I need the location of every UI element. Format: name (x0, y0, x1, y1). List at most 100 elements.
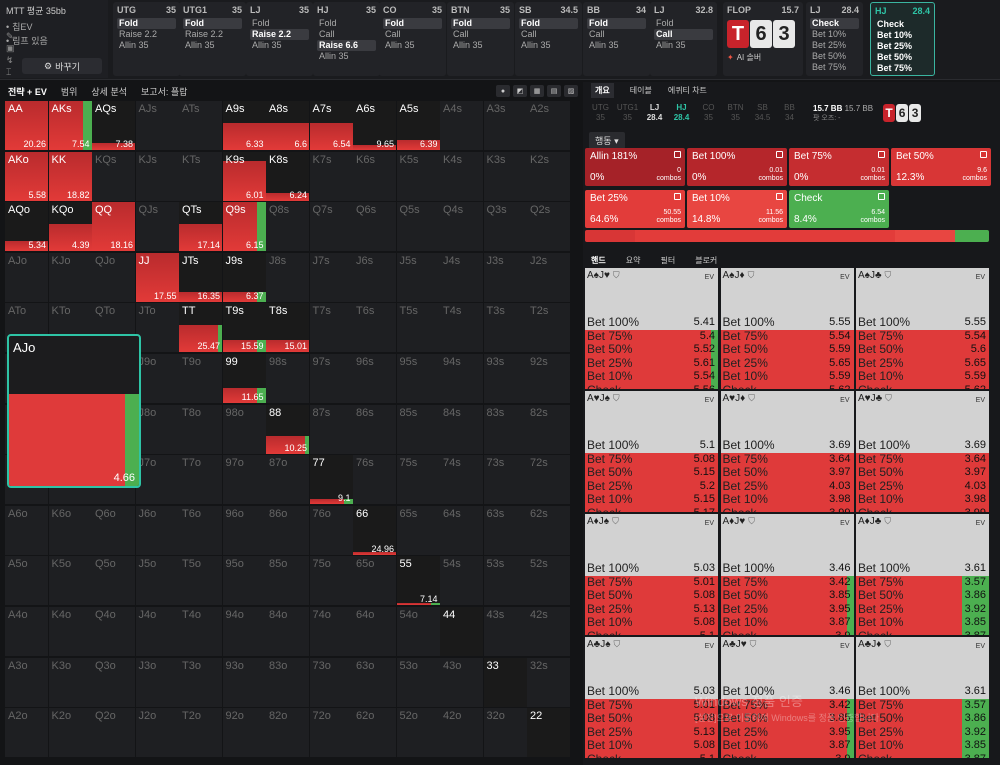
grid-cell-86o[interactable]: 86o (266, 505, 309, 555)
grid-cell-Q7s[interactable]: Q7s (309, 202, 353, 252)
pos-action[interactable]: Fold (183, 18, 242, 29)
tab-summary[interactable]: 요약 (625, 255, 641, 265)
view-icon-3[interactable]: ▦ (530, 85, 544, 97)
grid-cell-K3o[interactable]: K3o (48, 657, 92, 707)
grid-cell-A6o[interactable]: A6o (5, 505, 48, 555)
lj-action-bet50[interactable]: Bet 50% (812, 51, 847, 61)
grid-cell-53o[interactable]: 53o (396, 657, 440, 707)
grid-cell-J8s[interactable]: J8s (266, 252, 309, 302)
grid-cell-96o[interactable]: 96o (222, 505, 266, 555)
grid-cell-Q6o[interactable]: Q6o (92, 505, 135, 555)
posrow-hj[interactable]: HJ 28.4 (673, 103, 690, 122)
grid-cell-98s[interactable]: 98s (266, 354, 309, 403)
pos-action[interactable]: Allin 35 (453, 40, 483, 50)
flop-box[interactable]: FLOP 15.7 T 6 3 ✦ AI 솔버 (723, 2, 803, 76)
hand-cell-2[interactable]: A♠J♣ ⛉ EV Bet 100% 5.55 Bet 75% 5.54 Bet 50% 5.6… (856, 268, 989, 389)
grid-cell-TT[interactable]: 25.47 TT (179, 303, 222, 353)
grid-cell-76o[interactable]: 76o (309, 505, 353, 555)
grid-cell-83o[interactable]: 83o (266, 657, 309, 707)
grid-cell-95o[interactable]: 95o (222, 556, 266, 606)
posrow-utg[interactable]: UTG 35 (592, 103, 609, 122)
grid-cell-JJ[interactable]: 17.55 JJ (135, 252, 179, 302)
posrow-co[interactable]: CO 35 (702, 103, 715, 122)
grid-cell-76s[interactable]: 76s (353, 455, 396, 505)
grid-cell-A3o[interactable]: A3o (5, 657, 48, 707)
hand-cell-5[interactable]: A♥J♣ ⛉ EV Bet 100% 3.69 Bet 75% 3.64 Bet 50% 3.9… (856, 391, 989, 512)
grid-cell-K7s[interactable]: K7s (309, 151, 353, 201)
grid-cell-J4o[interactable]: J4o (135, 607, 179, 656)
posrow-bb[interactable]: BB 34 (784, 103, 795, 122)
change-button[interactable]: ⚙ 바꾸기 (22, 58, 102, 74)
posrow-sb[interactable]: SB 34.5 (754, 103, 771, 122)
grid-cell-A4s[interactable]: A4s (440, 101, 483, 150)
tab-overview[interactable]: 개요 (591, 82, 614, 98)
pos-action[interactable]: Fold (319, 18, 337, 28)
pos-box-lj-flop[interactable]: LJ 28.4 Check Bet 10% Bet 25% Bet 50% Bet… (806, 2, 863, 76)
selected-hand-box[interactable]: AJo 4.66 (7, 334, 141, 488)
grid-cell-QQ[interactable]: 18.16 QQ (92, 202, 135, 252)
pos-action[interactable]: Allin 35 (119, 40, 149, 50)
grid-cell-A5s[interactable]: 6.39 A5s (396, 101, 440, 150)
grid-cell-KJs[interactable]: KJs (135, 151, 179, 201)
grid-cell-Q4o[interactable]: Q4o (92, 607, 135, 656)
grid-cell-92s[interactable]: 92s (527, 354, 570, 403)
grid-cell-62o[interactable]: 62o (353, 708, 396, 758)
action-box-0[interactable]: Allin 181% 0% 0 combos (585, 148, 685, 186)
grid-cell-KQo[interactable]: 4.39 KQo (48, 202, 92, 252)
pos-box-hj-3[interactable]: HJ 35 Fold Call Raise 6.6 Allin 35 (313, 2, 380, 76)
hand-cell-1[interactable]: A♠J♦ ⛉ EV Bet 100% 5.55 Bet 75% 5.54 Bet 50% 5.5… (720, 268, 854, 389)
action-dropdown[interactable]: 행동 ▾ (589, 132, 625, 149)
grid-cell-A4o[interactable]: A4o (5, 607, 48, 656)
pos-action[interactable]: Call (453, 29, 469, 39)
grid-cell-T3s[interactable]: T3s (483, 303, 527, 353)
grid-cell-T7o[interactable]: T7o (179, 455, 222, 505)
grid-cell-A3s[interactable]: A3s (483, 101, 527, 150)
grid-cell-63s[interactable]: 63s (483, 505, 527, 555)
grid-cell-Q2o[interactable]: Q2o (92, 708, 135, 758)
grid-cell-QJo[interactable]: QJo (92, 252, 135, 302)
grid-cell-T9o[interactable]: T9o (179, 354, 222, 403)
grid-cell-64s[interactable]: 64s (440, 505, 483, 555)
grid-cell-AJo[interactable]: AJo (5, 252, 48, 302)
hand-cell-8[interactable]: A♦J♣ ⛉ EV Bet 100% 3.61 Bet 75% 3.57 Bet 50% 3.8… (856, 514, 989, 635)
grid-cell-AQs[interactable]: 7.38 AQs (92, 101, 135, 150)
grid-cell-74o[interactable]: 74o (309, 607, 353, 656)
grid-cell-K3s[interactable]: K3s (483, 151, 527, 201)
grid-cell-97s[interactable]: 97s (309, 354, 353, 403)
grid-cell-96s[interactable]: 96s (353, 354, 396, 403)
hj-action-bet75[interactable]: Bet 75% (877, 63, 913, 73)
grid-cell-J7s[interactable]: J7s (309, 252, 353, 302)
grid-cell-62s[interactable]: 62s (527, 505, 570, 555)
grid-cell-87o[interactable]: 87o (266, 455, 309, 505)
grid-cell-T5s[interactable]: T5s (396, 303, 440, 353)
grid-cell-Q8s[interactable]: Q8s (266, 202, 309, 252)
grid-cell-64o[interactable]: 64o (353, 607, 396, 656)
action-box-3[interactable]: Bet 50% 12.3% 9.6 combos (891, 148, 991, 186)
pos-action[interactable]: Fold (587, 18, 646, 29)
grid-cell-88[interactable]: 10.25 88 (266, 404, 309, 454)
posrow-utg1[interactable]: UTG1 35 (616, 103, 639, 122)
hand-cell-9[interactable]: A♣J♠ ⛉ EV Bet 100% 5.03 Bet 75% 5.01 Bet 50% 5.0… (585, 637, 718, 758)
grid-cell-T5o[interactable]: T5o (179, 556, 222, 606)
grid-cell-J3s[interactable]: J3s (483, 252, 527, 302)
lj-action-bet10[interactable]: Bet 10% (812, 29, 847, 39)
pos-action[interactable]: Fold (519, 18, 578, 29)
grid-cell-T2s[interactable]: T2s (527, 303, 570, 353)
grid-cell-55[interactable]: 7.14 55 (396, 556, 440, 606)
pos-action[interactable]: Fold (451, 18, 510, 29)
grid-cell-93s[interactable]: 93s (483, 354, 527, 403)
grid-cell-T2o[interactable]: T2o (179, 708, 222, 758)
grid-cell-82o[interactable]: 82o (266, 708, 309, 758)
grid-cell-53s[interactable]: 53s (483, 556, 527, 606)
grid-cell-K6s[interactable]: K6s (353, 151, 396, 201)
action-box-1[interactable]: Bet 100% 0% 0.01 combos (687, 148, 787, 186)
hand-cell-0[interactable]: A♠J♥ ⛉ EV Bet 100% 5.41 Bet 75% 5.4 Bet 50% 5.52… (585, 268, 718, 389)
grid-cell-T8o[interactable]: T8o (179, 404, 222, 454)
lj-action-bet25[interactable]: Bet 25% (812, 40, 847, 50)
grid-cell-Q6s[interactable]: Q6s (353, 202, 396, 252)
grid-cell-KJo[interactable]: KJo (48, 252, 92, 302)
grid-cell-K9s[interactable]: 6.01 K9s (222, 151, 266, 201)
view-icon-1[interactable]: ● (496, 85, 510, 97)
pos-action[interactable]: Allin 35 (589, 40, 619, 50)
grid-cell-J8o[interactable]: J8o (135, 404, 179, 454)
